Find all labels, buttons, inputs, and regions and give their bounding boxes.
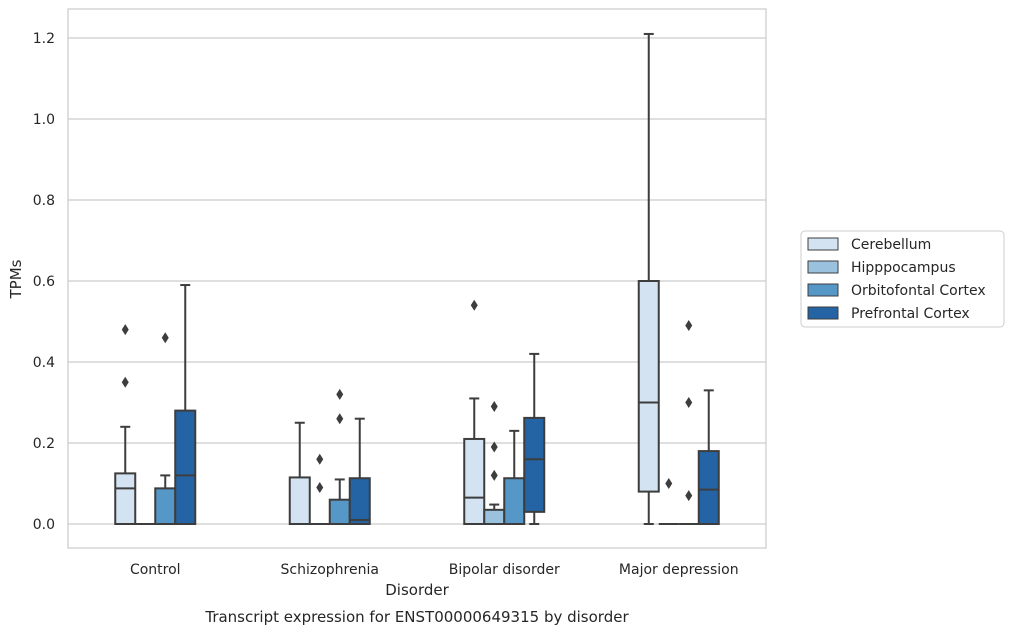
- outlier-point: [665, 478, 673, 489]
- legend-swatch: [807, 306, 839, 320]
- x-axis-ticks: Control Schizophrenia Bipolar disorder Majo…: [130, 562, 739, 578]
- box-0-3: [174, 284, 197, 526]
- box-2-3: [523, 352, 546, 525]
- outlier-point: [490, 441, 498, 453]
- chart-caption: Transcript expression for ENST0000064931…: [204, 608, 629, 626]
- outlier-point: [490, 401, 498, 413]
- box-body: [288, 476, 311, 525]
- legend-label: Prefrontal Cortex: [851, 306, 970, 322]
- x-tick-label: Bipolar disorder: [449, 562, 560, 578]
- x-tick-label: Control: [130, 562, 181, 578]
- y-tick-label: 0.0: [33, 517, 55, 533]
- outlier-point: [336, 388, 344, 400]
- y-gridlines: [68, 37, 766, 525]
- x-axis-label: Disorder: [385, 581, 449, 599]
- legend-swatch: [807, 283, 839, 297]
- outlier-point: [685, 397, 693, 408]
- legend-label: Orbitofontal Cortex: [851, 283, 986, 299]
- outlier-point: [161, 332, 169, 344]
- box-body: [503, 477, 526, 525]
- box-2-2: [503, 429, 526, 525]
- y-tick-label: 0.8: [33, 193, 55, 209]
- box-1-2: [328, 388, 351, 526]
- outlier-point: [336, 413, 344, 425]
- legend-label: Cerebellum: [851, 237, 931, 253]
- y-tick-label: 0.4: [33, 355, 55, 371]
- box-body: [697, 450, 720, 526]
- box-body: [483, 508, 506, 526]
- box-2-1: [483, 401, 506, 526]
- outlier-point: [470, 299, 478, 311]
- box-body: [328, 498, 351, 526]
- box-1-3: [348, 417, 371, 525]
- outlier-point: [316, 482, 324, 494]
- y-tick-label: 1.0: [33, 112, 55, 128]
- outlier-point: [121, 324, 129, 336]
- box-2-0: [463, 299, 486, 526]
- box-3-1: [658, 478, 679, 525]
- box-0-0: [114, 324, 137, 525]
- outlier-point: [685, 490, 693, 502]
- box-3-2: [678, 320, 699, 525]
- box-body: [114, 472, 137, 525]
- box-body: [174, 409, 197, 526]
- legend-label: Hipppocampus: [851, 260, 956, 276]
- y-tick-label: 0.2: [33, 436, 55, 452]
- box-body: [154, 487, 177, 525]
- box-1-0: [288, 421, 311, 525]
- box-3-0: [637, 32, 660, 525]
- plot-frame: [67, 8, 767, 549]
- x-tick-label: Schizophrenia: [281, 562, 379, 578]
- outlier-point: [490, 469, 498, 481]
- outlier-point: [685, 320, 693, 332]
- legend-frame: [800, 230, 1005, 328]
- y-axis-ticks: 0.0 0.2 0.4 0.6 0.8 1.0 1.2: [33, 31, 55, 533]
- box-body: [348, 477, 371, 525]
- box-1-1: [309, 453, 330, 525]
- box-body: [637, 280, 660, 493]
- outlier-point: [316, 453, 324, 465]
- x-tick-label: Major depression: [619, 562, 739, 578]
- legend: Cerebellum Hipppocampus Orbitofontal Corte…: [800, 230, 1005, 328]
- y-axis-label: TPMs: [7, 259, 25, 299]
- box-body: [463, 437, 486, 526]
- box-0-2: [154, 332, 177, 525]
- y-tick-label: 0.6: [33, 274, 55, 290]
- y-tick-label: 1.2: [33, 31, 55, 47]
- box-body: [523, 416, 546, 513]
- box-3-3: [697, 389, 720, 526]
- outlier-point: [121, 376, 129, 388]
- legend-swatch: [807, 237, 839, 251]
- box-plot-series: [114, 32, 720, 526]
- legend-swatch: [807, 260, 839, 274]
